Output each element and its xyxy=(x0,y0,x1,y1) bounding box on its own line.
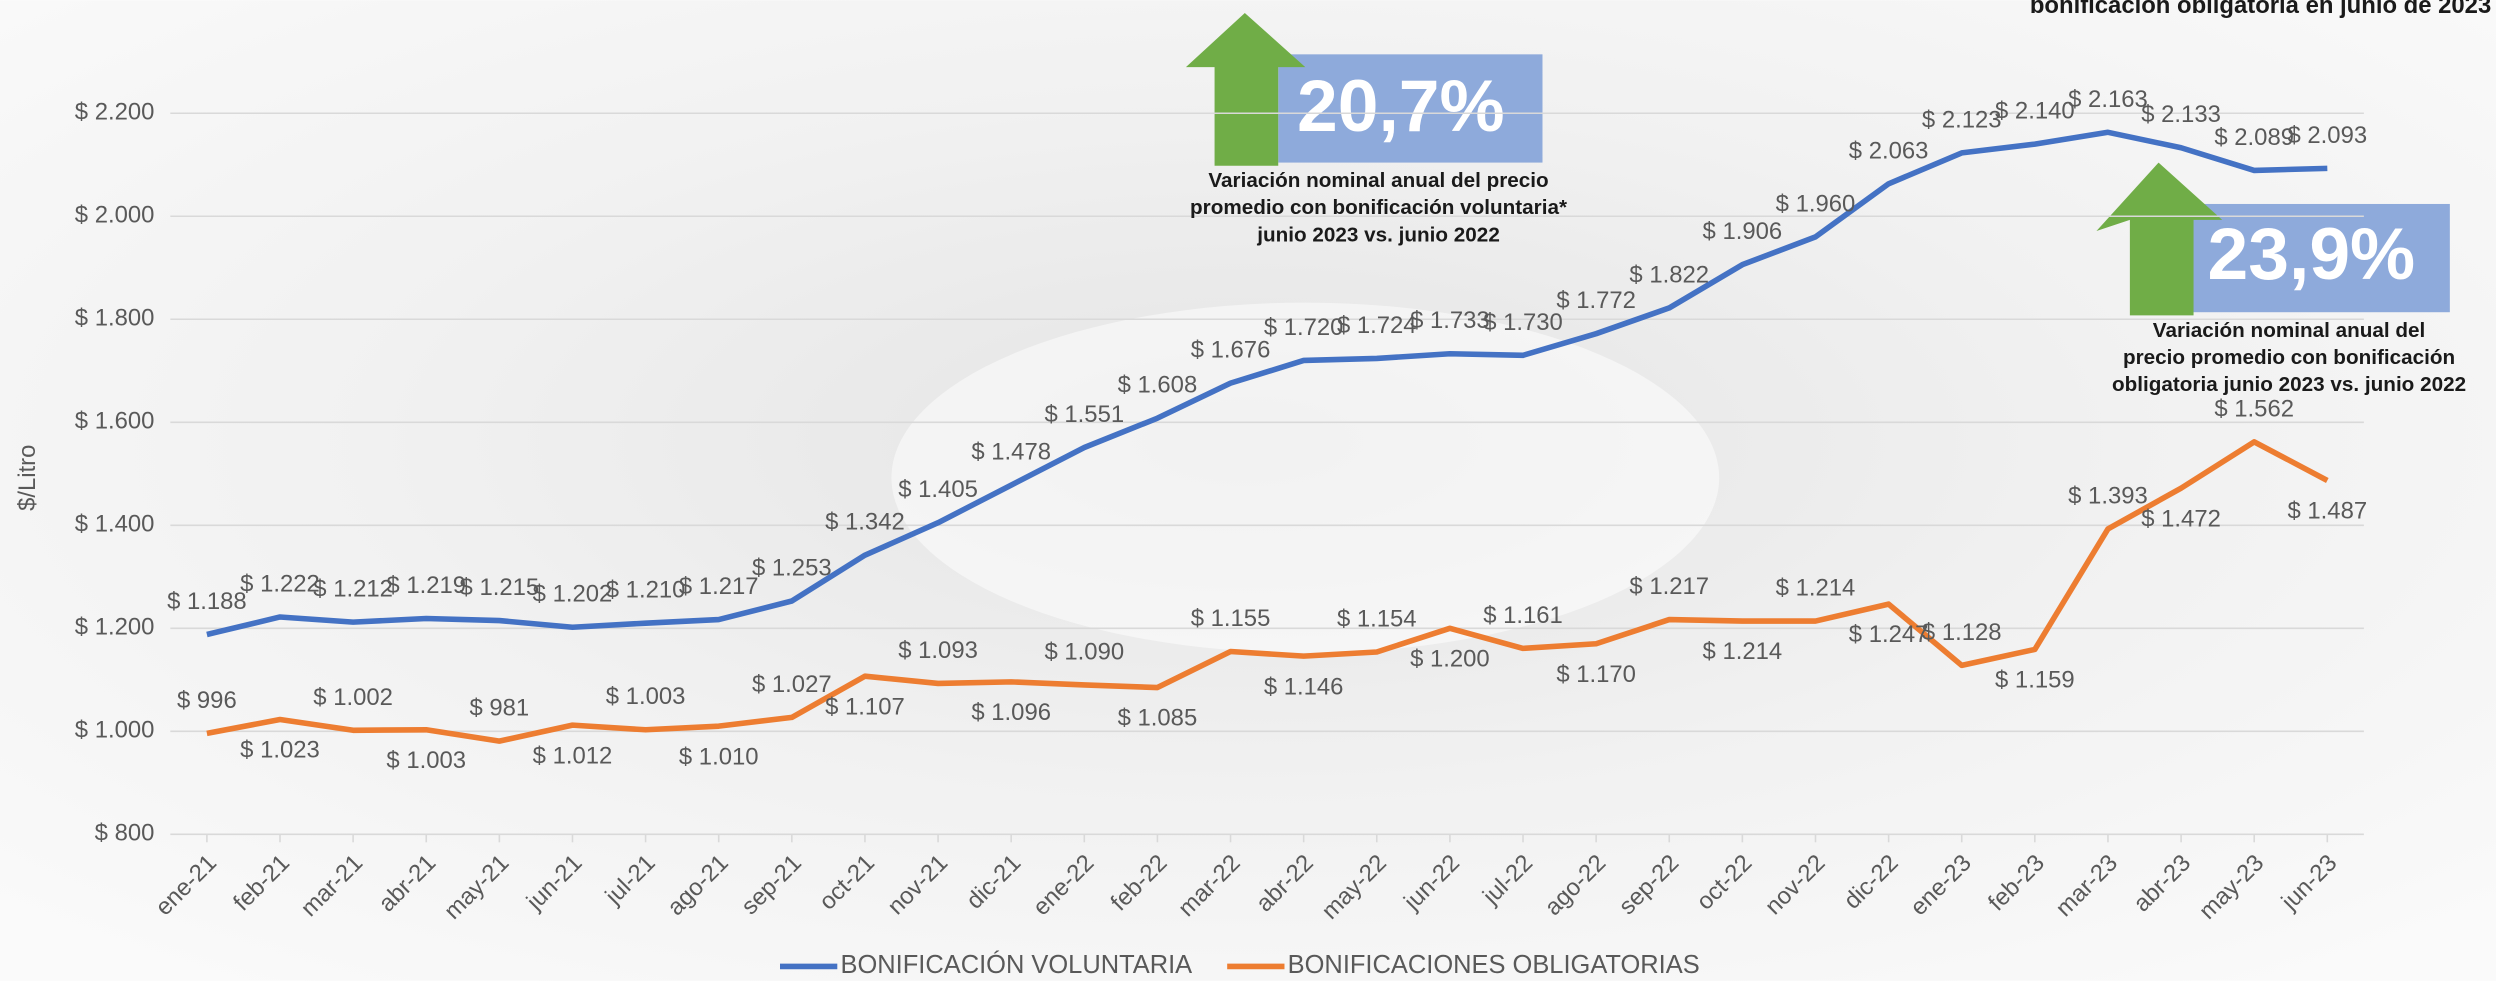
arrow xyxy=(1185,12,1306,166)
data-label: $ 1.155 xyxy=(1191,605,1271,632)
data-label: $ 1.161 xyxy=(1483,602,1563,629)
data-label: $ 1.090 xyxy=(1045,638,1125,665)
data-label: $ 1.128 xyxy=(1922,619,2002,646)
data-label: $ 1.253 xyxy=(752,554,832,581)
data-label: $ 1.222 xyxy=(240,570,320,597)
annotation-value: 23,9% xyxy=(2208,213,2416,295)
data-label: $ 1.096 xyxy=(971,699,1051,726)
data-label: $ 1.217 xyxy=(679,573,759,600)
data-label: $ 2.163 xyxy=(2068,86,2148,113)
data-label: $ 1.027 xyxy=(752,671,832,698)
y-tick-label: $ 1.200 xyxy=(75,614,155,641)
data-label: $ 1.608 xyxy=(1118,372,1198,399)
data-label: $ 1.219 xyxy=(386,572,466,599)
arrow xyxy=(2096,162,2223,316)
data-label: $ 1.146 xyxy=(1264,673,1344,700)
data-label: $ 1.478 xyxy=(971,439,1051,466)
data-label: $ 1.202 xyxy=(533,581,613,608)
chart-title: bonificación obligatoria en junio de 202… xyxy=(2030,0,2491,19)
annotation-box xyxy=(1278,54,1543,163)
data-label: $ 1.247 xyxy=(1849,621,1929,648)
data-label: $ 1.003 xyxy=(386,747,466,774)
data-label: $ 1.012 xyxy=(533,742,613,769)
data-label: $ 1.960 xyxy=(1776,190,1856,217)
y-tick-label: $ 2.200 xyxy=(75,99,155,126)
data-label: $ 1.405 xyxy=(898,476,978,503)
data-label: $ 1.217 xyxy=(1629,573,1709,600)
data-label: $ 1.730 xyxy=(1483,309,1563,336)
data-label: $ 1.003 xyxy=(606,683,686,710)
annotation-text: precio promedio con bonificación xyxy=(2123,346,2455,369)
data-label: $ 1.772 xyxy=(1556,287,1636,314)
data-label: $ 1.085 xyxy=(1118,705,1198,732)
data-label: $ 1.200 xyxy=(1410,645,1490,672)
annotation-text: obligatoria junio 2023 vs. junio 2022 xyxy=(2112,373,2466,396)
y-tick-label: $ 800 xyxy=(95,820,155,847)
annotation-text: junio 2023 vs. junio 2022 xyxy=(1256,223,1500,246)
legend-label: BONIFICACIÓN VOLUNTARIA xyxy=(840,950,1192,979)
data-label: $ 1.733 xyxy=(1410,307,1490,334)
legend-label: BONIFICACIONES OBLIGATORIAS xyxy=(1288,951,1700,979)
annotation: 23,9% xyxy=(2096,162,2450,316)
y-tick-label: $ 1.400 xyxy=(75,511,155,538)
annotation-value: 20,7% xyxy=(1297,65,1505,147)
data-label: $ 996 xyxy=(177,687,237,714)
y-tick-label: $ 1.000 xyxy=(75,717,155,744)
data-label: $ 981 xyxy=(469,695,529,722)
annotation-text: Variación nominal anual del precio xyxy=(1208,169,1548,192)
data-label: $ 1.154 xyxy=(1337,605,1417,632)
data-label: $ 2.089 xyxy=(2214,124,2294,151)
series-line xyxy=(206,129,2328,638)
data-label: $ 1.487 xyxy=(2288,498,2368,525)
data-label: $ 1.214 xyxy=(1703,638,1783,665)
data-label: $ 1.093 xyxy=(898,637,978,664)
data-label: $ 1.724 xyxy=(1337,312,1417,339)
y-tick-label: $ 1.600 xyxy=(75,408,155,435)
data-label: $ 1.822 xyxy=(1629,261,1709,288)
data-label: $ 1.720 xyxy=(1264,314,1344,341)
data-label: $ 1.906 xyxy=(1703,218,1783,245)
data-label: $ 1.159 xyxy=(1995,667,2075,694)
splash xyxy=(891,302,1720,653)
annotation-text: promedio con bonificación voluntaria* xyxy=(1190,196,1568,219)
data-label: $ 1.214 xyxy=(1776,575,1856,602)
data-label: $ 2.123 xyxy=(1922,106,2002,133)
y-axis-label: $/Litro xyxy=(14,445,41,511)
data-label: $ 1.342 xyxy=(825,509,905,536)
y-tick-label: $ 1.800 xyxy=(75,305,155,332)
data-label: $ 1.676 xyxy=(1191,337,1271,364)
data-label: $ 1.562 xyxy=(2214,395,2294,422)
data-label: $ 1.393 xyxy=(2068,482,2148,509)
data-label: $ 1.107 xyxy=(825,693,905,720)
annotation-box xyxy=(2188,203,2450,313)
data-label: $ 1.551 xyxy=(1045,401,1125,428)
annotation-text: Variación nominal anual del xyxy=(2153,319,2425,342)
data-label: $ 2.140 xyxy=(1995,98,2075,125)
data-label: $ 1.002 xyxy=(313,684,393,711)
data-label: $ 1.212 xyxy=(313,576,393,603)
annotation: 20,7% xyxy=(1185,12,1543,166)
data-label: $ 1.472 xyxy=(2141,505,2221,532)
data-label: $ 2.133 xyxy=(2141,101,2221,128)
data-label: $ 1.215 xyxy=(460,574,540,601)
data-label: $ 1.023 xyxy=(240,737,320,764)
data-label: $ 2.093 xyxy=(2288,122,2368,149)
data-label: $ 1.170 xyxy=(1556,661,1636,688)
data-label: $ 1.210 xyxy=(606,577,686,604)
data-label: $ 1.010 xyxy=(679,743,759,770)
series-line xyxy=(206,439,2329,744)
data-label: $ 1.188 xyxy=(167,588,247,615)
data-label: $ 2.063 xyxy=(1849,137,1929,164)
y-tick-label: $ 2.000 xyxy=(75,202,155,229)
